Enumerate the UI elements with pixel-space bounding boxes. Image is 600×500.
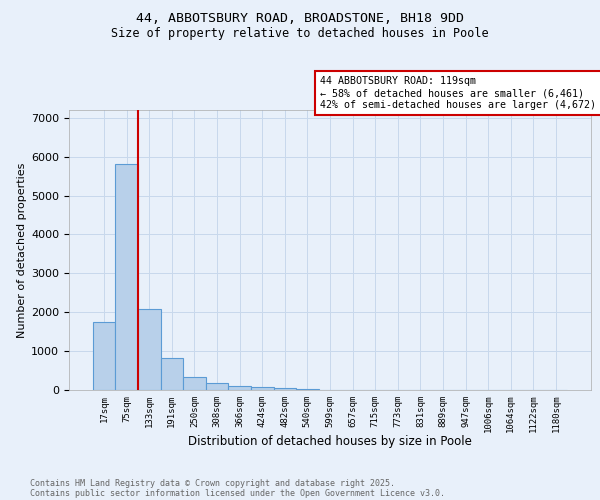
- Text: 44, ABBOTSBURY ROAD, BROADSTONE, BH18 9DD: 44, ABBOTSBURY ROAD, BROADSTONE, BH18 9D…: [136, 12, 464, 26]
- Text: Size of property relative to detached houses in Poole: Size of property relative to detached ho…: [111, 28, 489, 40]
- Bar: [138, 309, 161, 390]
- Bar: [183, 377, 206, 390]
- Bar: [229, 386, 251, 390]
- Bar: [274, 388, 296, 390]
- Bar: [115, 164, 138, 390]
- Text: Contains public sector information licensed under the Open Government Licence v3: Contains public sector information licen…: [30, 488, 445, 498]
- Y-axis label: Number of detached properties: Number of detached properties: [17, 162, 27, 338]
- Bar: [93, 322, 115, 390]
- Text: Contains HM Land Registry data © Crown copyright and database right 2025.: Contains HM Land Registry data © Crown c…: [30, 478, 395, 488]
- Bar: [251, 388, 274, 390]
- Bar: [206, 383, 229, 390]
- Bar: [296, 389, 319, 390]
- Text: 44 ABBOTSBURY ROAD: 119sqm
← 58% of detached houses are smaller (6,461)
42% of s: 44 ABBOTSBURY ROAD: 119sqm ← 58% of deta…: [320, 76, 600, 110]
- X-axis label: Distribution of detached houses by size in Poole: Distribution of detached houses by size …: [188, 436, 472, 448]
- Bar: [161, 358, 183, 390]
